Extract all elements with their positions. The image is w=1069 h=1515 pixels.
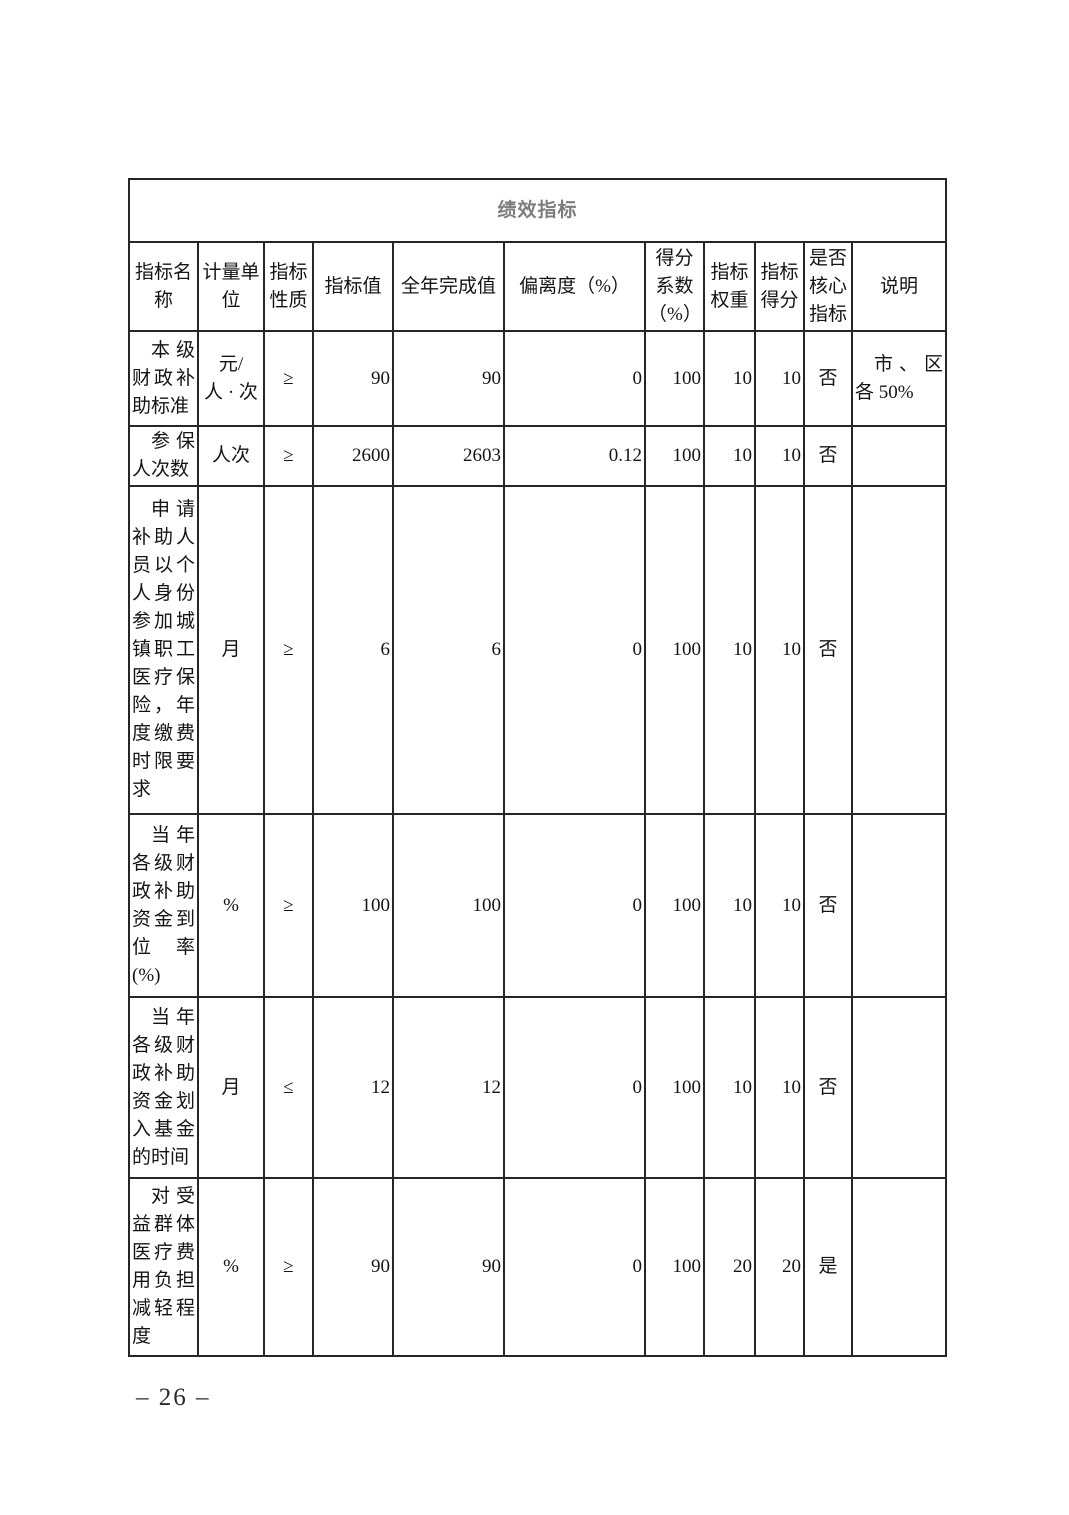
table-title: 绩效指标 xyxy=(127,178,948,243)
cell-core-indicator: 是 xyxy=(803,1177,853,1357)
cell-nature: ≥ xyxy=(263,330,314,427)
cell-target-value: 100 xyxy=(312,813,394,998)
cell-remark: 市、区各 50% xyxy=(850,330,948,427)
cell-deviation: 0 xyxy=(503,485,646,815)
column-header-score: 指标得分 xyxy=(754,241,805,332)
column-header-weight: 指标权重 xyxy=(703,241,756,332)
page-number: – 26 – xyxy=(136,1384,211,1411)
cell-core-indicator: 否 xyxy=(803,485,853,815)
cell-score: 10 xyxy=(754,813,805,998)
table-header-row: 指标名称 计量单位 指标性质 指标值 全年完成值 偏离度（%） 得分系数（%） … xyxy=(128,241,948,332)
cell-completed-value: 6 xyxy=(392,485,505,815)
cell-score-coefficient: 100 xyxy=(644,996,705,1179)
cell-indicator-name: 本级财政补助标准 xyxy=(128,330,199,427)
cell-remark xyxy=(850,1177,948,1357)
table-row: 当年各级财政补助资金划入基金的时间 月 ≤ 12 12 0 100 10 10 … xyxy=(128,996,948,1179)
cell-core-indicator: 否 xyxy=(803,813,853,998)
cell-score: 10 xyxy=(754,485,805,815)
cell-weight: 10 xyxy=(703,485,756,815)
cell-nature: ≥ xyxy=(263,1177,314,1357)
cell-nature: ≥ xyxy=(263,813,314,998)
cell-weight: 10 xyxy=(703,330,756,427)
cell-completed-value: 100 xyxy=(392,813,505,998)
cell-unit: 人次 xyxy=(197,425,265,487)
cell-completed-value: 90 xyxy=(392,330,505,427)
cell-remark xyxy=(850,996,948,1179)
column-header-completed-value: 全年完成值 xyxy=(392,241,505,332)
cell-unit: 月 xyxy=(197,996,265,1179)
cell-indicator-name: 当年各级财政补助资金到位率(%) xyxy=(128,813,199,998)
cell-weight: 10 xyxy=(703,813,756,998)
cell-nature: ≥ xyxy=(263,425,314,487)
cell-score-coefficient: 100 xyxy=(644,1177,705,1357)
cell-score: 10 xyxy=(754,996,805,1179)
cell-indicator-name: 申请补助人员以个人身份参加城镇职工医疗保险，年度缴费时限要求 xyxy=(128,485,199,815)
table-title-row: 绩效指标 xyxy=(127,178,948,243)
cell-nature: ≤ xyxy=(263,996,314,1179)
cell-indicator-name: 对受益群体医疗费用负担减轻程度 xyxy=(128,1177,199,1357)
cell-target-value: 90 xyxy=(312,1177,394,1357)
column-header-target-value: 指标值 xyxy=(312,241,394,332)
cell-unit: % xyxy=(197,813,265,998)
cell-unit: % xyxy=(197,1177,265,1357)
column-header-unit: 计量单位 xyxy=(197,241,265,332)
cell-score-coefficient: 100 xyxy=(644,425,705,487)
cell-completed-value: 12 xyxy=(392,996,505,1179)
column-header-core-indicator: 是否核心指标 xyxy=(803,241,853,332)
cell-target-value: 12 xyxy=(312,996,394,1179)
cell-deviation: 0 xyxy=(503,1177,646,1357)
cell-completed-value: 2603 xyxy=(392,425,505,487)
table-row: 当年各级财政补助资金到位率(%) % ≥ 100 100 0 100 10 10… xyxy=(128,813,948,998)
column-header-score-coefficient: 得分系数（%） xyxy=(644,241,705,332)
cell-core-indicator: 否 xyxy=(803,425,853,487)
cell-weight: 10 xyxy=(703,996,756,1179)
cell-weight: 10 xyxy=(703,425,756,487)
cell-target-value: 2600 xyxy=(312,425,394,487)
table-row: 本级财政补助标准 元/ 人 · 次 ≥ 90 90 0 100 10 10 否 … xyxy=(128,330,948,427)
table-row: 参保人次数 人次 ≥ 2600 2603 0.12 100 10 10 否 xyxy=(128,425,948,487)
cell-indicator-name: 参保人次数 xyxy=(128,425,199,487)
cell-remark xyxy=(850,425,948,487)
cell-indicator-name: 当年各级财政补助资金划入基金的时间 xyxy=(128,996,199,1179)
column-header-remark: 说明 xyxy=(850,241,948,332)
table-row: 申请补助人员以个人身份参加城镇职工医疗保险，年度缴费时限要求 月 ≥ 6 6 0… xyxy=(128,485,948,815)
cell-core-indicator: 否 xyxy=(803,996,853,1179)
cell-deviation: 0.12 xyxy=(503,425,646,487)
cell-nature: ≥ xyxy=(263,485,314,815)
cell-remark xyxy=(850,485,948,815)
column-header-nature: 指标性质 xyxy=(263,241,314,332)
cell-unit: 月 xyxy=(197,485,265,815)
cell-deviation: 0 xyxy=(503,813,646,998)
table-row: 对受益群体医疗费用负担减轻程度 % ≥ 90 90 0 100 20 20 是 xyxy=(128,1177,948,1357)
cell-target-value: 6 xyxy=(312,485,394,815)
cell-remark xyxy=(850,813,948,998)
cell-completed-value: 90 xyxy=(392,1177,505,1357)
cell-target-value: 90 xyxy=(312,330,394,427)
cell-score: 10 xyxy=(754,330,805,427)
cell-unit: 元/ 人 · 次 xyxy=(197,330,265,427)
cell-score-coefficient: 100 xyxy=(644,485,705,815)
column-header-deviation: 偏离度（%） xyxy=(503,241,646,332)
column-header-indicator-name: 指标名称 xyxy=(128,241,199,332)
performance-indicator-table: 绩效指标 指标名称 计量单位 指标性质 指标值 全年完成值 偏离度（%） 得分系… xyxy=(127,178,948,1357)
cell-weight: 20 xyxy=(703,1177,756,1357)
cell-deviation: 0 xyxy=(503,996,646,1179)
cell-core-indicator: 否 xyxy=(803,330,853,427)
cell-score: 20 xyxy=(754,1177,805,1357)
cell-score-coefficient: 100 xyxy=(644,813,705,998)
cell-score: 10 xyxy=(754,425,805,487)
cell-deviation: 0 xyxy=(503,330,646,427)
cell-score-coefficient: 100 xyxy=(644,330,705,427)
